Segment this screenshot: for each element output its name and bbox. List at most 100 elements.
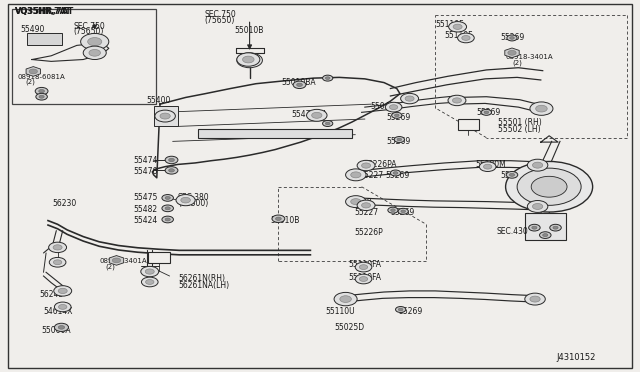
Circle shape [506, 161, 593, 212]
Text: 55110F: 55110F [500, 171, 529, 180]
Circle shape [54, 302, 71, 312]
Circle shape [389, 105, 398, 110]
Circle shape [481, 109, 492, 115]
Text: 55269: 55269 [387, 137, 411, 146]
Text: 55476: 55476 [133, 167, 157, 176]
Circle shape [532, 162, 543, 168]
Circle shape [479, 162, 496, 171]
Circle shape [160, 113, 170, 119]
Text: 08918-6081A: 08918-6081A [18, 74, 66, 80]
Polygon shape [505, 48, 519, 58]
Circle shape [517, 168, 581, 205]
Text: (38300): (38300) [178, 199, 208, 208]
Circle shape [39, 95, 44, 98]
Circle shape [38, 90, 45, 93]
Circle shape [362, 203, 371, 208]
Circle shape [165, 156, 178, 164]
Circle shape [165, 196, 170, 199]
Text: 55269: 55269 [477, 108, 501, 117]
Circle shape [176, 195, 195, 206]
Circle shape [506, 171, 518, 178]
Circle shape [54, 286, 72, 296]
Text: VQ35HR,7AT: VQ35HR,7AT [15, 7, 75, 16]
Text: (2): (2) [106, 264, 115, 270]
Circle shape [362, 163, 371, 168]
Circle shape [49, 257, 66, 267]
Text: (2): (2) [26, 79, 35, 86]
Circle shape [165, 218, 170, 221]
Text: SEC.430: SEC.430 [497, 227, 529, 236]
Text: 55227: 55227 [360, 171, 384, 180]
Circle shape [325, 122, 330, 125]
Circle shape [59, 304, 67, 310]
Text: 55502 (LH): 55502 (LH) [498, 125, 541, 134]
Circle shape [237, 53, 260, 66]
Circle shape [398, 208, 408, 214]
Text: A: A [156, 253, 162, 262]
Circle shape [359, 265, 367, 270]
Text: 55110F: 55110F [444, 31, 473, 40]
Bar [27, 33, 62, 45]
Circle shape [243, 57, 256, 64]
Circle shape [484, 111, 489, 114]
Text: 08918-3401A: 08918-3401A [99, 258, 147, 264]
Circle shape [351, 172, 361, 178]
Circle shape [449, 22, 467, 32]
Bar [12, 9, 156, 104]
Circle shape [484, 164, 492, 169]
Circle shape [89, 49, 100, 56]
Circle shape [553, 226, 558, 229]
Text: 55269: 55269 [387, 113, 411, 122]
Circle shape [49, 242, 67, 253]
Circle shape [401, 93, 419, 104]
Text: (75650): (75650) [205, 16, 235, 25]
Text: 56261NA(LH): 56261NA(LH) [178, 281, 229, 290]
Circle shape [346, 169, 366, 181]
Text: 55482: 55482 [133, 205, 157, 214]
Text: 55010B: 55010B [270, 216, 300, 225]
Text: 55269: 55269 [500, 33, 525, 42]
Circle shape [527, 201, 548, 212]
Text: 55010B: 55010B [234, 26, 264, 35]
Circle shape [396, 307, 406, 312]
Circle shape [162, 195, 173, 201]
Text: 55400: 55400 [146, 96, 170, 105]
Circle shape [35, 87, 48, 95]
Text: SEC.750: SEC.750 [74, 22, 106, 31]
Circle shape [334, 292, 357, 306]
Text: 55501 (RH): 55501 (RH) [498, 118, 541, 126]
Text: 55474: 55474 [133, 156, 157, 165]
Text: 55269: 55269 [390, 208, 415, 217]
Circle shape [355, 274, 372, 284]
Circle shape [141, 266, 159, 277]
Circle shape [401, 210, 406, 213]
Circle shape [346, 196, 366, 208]
Text: 55045E: 55045E [370, 102, 399, 110]
Text: 55110U: 55110U [325, 307, 355, 316]
Text: 56230: 56230 [52, 199, 77, 208]
Circle shape [58, 288, 67, 294]
Circle shape [340, 296, 351, 302]
Circle shape [357, 160, 375, 171]
Circle shape [237, 53, 262, 68]
Circle shape [530, 296, 540, 302]
Text: 56261N(RH): 56261N(RH) [178, 274, 225, 283]
Text: A: A [465, 120, 472, 129]
Text: 54614X: 54614X [44, 307, 73, 316]
Circle shape [272, 215, 285, 222]
Text: 55475: 55475 [133, 193, 157, 202]
Text: 551A0: 551A0 [347, 198, 371, 207]
Circle shape [388, 207, 398, 213]
Circle shape [530, 102, 553, 115]
Circle shape [155, 110, 175, 122]
Circle shape [169, 158, 174, 162]
Circle shape [509, 36, 515, 39]
Circle shape [165, 167, 178, 174]
Circle shape [393, 171, 398, 174]
Circle shape [550, 224, 561, 231]
Circle shape [357, 200, 375, 211]
Text: 55110FA: 55110FA [349, 260, 382, 269]
Circle shape [452, 98, 461, 103]
Circle shape [397, 138, 402, 141]
Circle shape [169, 169, 174, 172]
